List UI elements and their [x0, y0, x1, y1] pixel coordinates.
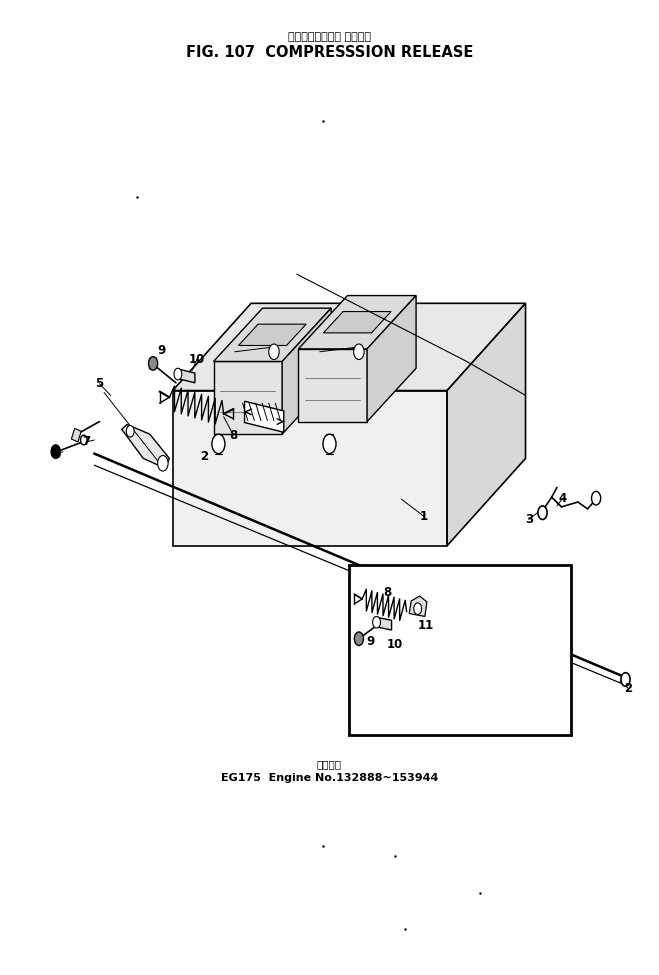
Text: 3: 3 — [525, 513, 533, 526]
Circle shape — [212, 434, 225, 453]
Circle shape — [127, 425, 134, 437]
Text: 11: 11 — [418, 619, 434, 632]
Circle shape — [51, 445, 60, 458]
Text: コンプレッション リリーズ: コンプレッション リリーズ — [288, 32, 371, 42]
Polygon shape — [409, 596, 427, 616]
Text: 適用号機: 適用号機 — [317, 759, 342, 769]
Circle shape — [148, 357, 158, 370]
Text: 7: 7 — [82, 436, 90, 448]
Text: 1: 1 — [420, 510, 428, 523]
Polygon shape — [122, 424, 169, 468]
Polygon shape — [173, 391, 447, 546]
Text: 2: 2 — [200, 450, 208, 463]
Circle shape — [592, 491, 601, 505]
Polygon shape — [367, 295, 416, 421]
Text: FIG. 107  COMPRESSSION RELEASE: FIG. 107 COMPRESSSION RELEASE — [186, 46, 473, 60]
Circle shape — [80, 435, 87, 445]
Polygon shape — [244, 402, 284, 432]
Circle shape — [355, 632, 364, 645]
Circle shape — [158, 455, 168, 471]
Text: 8: 8 — [383, 586, 391, 599]
Text: 10: 10 — [188, 353, 205, 366]
Circle shape — [269, 344, 279, 360]
Text: EG175  Engine No.132888~153944: EG175 Engine No.132888~153944 — [221, 773, 438, 783]
Text: 8: 8 — [229, 429, 237, 442]
Polygon shape — [179, 370, 195, 383]
Polygon shape — [173, 303, 525, 391]
Polygon shape — [214, 362, 282, 434]
Circle shape — [174, 369, 182, 380]
Text: 10: 10 — [387, 638, 403, 651]
Circle shape — [372, 616, 380, 628]
Circle shape — [538, 506, 547, 520]
Polygon shape — [282, 308, 331, 434]
Polygon shape — [299, 349, 367, 421]
Text: 5: 5 — [96, 377, 103, 390]
Polygon shape — [299, 295, 416, 349]
Circle shape — [621, 673, 630, 686]
Polygon shape — [324, 312, 391, 332]
Polygon shape — [239, 324, 306, 345]
Text: 4: 4 — [559, 491, 567, 505]
Circle shape — [414, 603, 422, 614]
Polygon shape — [71, 428, 81, 442]
Text: 6: 6 — [52, 448, 61, 461]
Polygon shape — [447, 303, 525, 546]
Bar — [349, 566, 571, 735]
Polygon shape — [377, 617, 391, 630]
Text: 2: 2 — [624, 682, 632, 694]
Circle shape — [323, 434, 336, 453]
Polygon shape — [214, 308, 331, 362]
Text: 9: 9 — [366, 635, 374, 648]
Circle shape — [354, 344, 364, 360]
Text: 9: 9 — [158, 344, 165, 357]
